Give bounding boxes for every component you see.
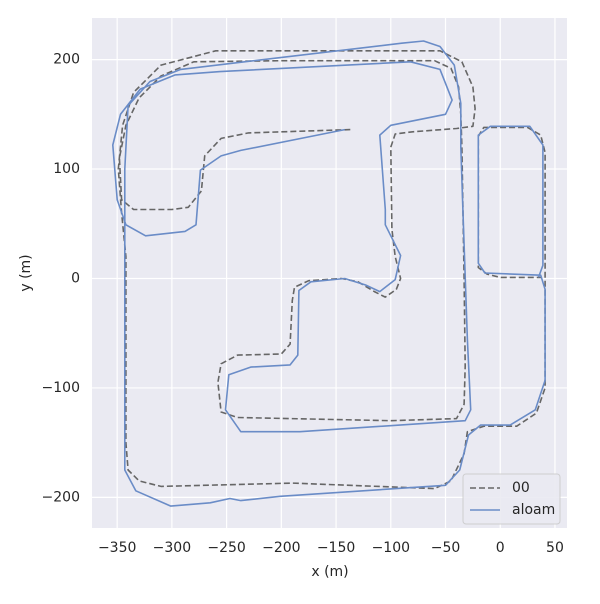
legend-label: 00: [512, 480, 530, 496]
legend: 00 aloam: [462, 473, 561, 525]
trajectory-line: [112, 40, 546, 507]
lines: [112, 40, 546, 507]
y-axis-label: y (m): [18, 254, 34, 291]
x-tick-label: −50: [431, 540, 461, 556]
x-tick-label: −350: [98, 540, 136, 556]
y-tick-label: 100: [53, 161, 80, 177]
x-tick-label: 50: [546, 540, 564, 556]
legend-label: aloam: [512, 502, 555, 518]
x-tick-label: 0: [496, 540, 505, 556]
legend-box: [462, 473, 561, 525]
x-tick-label: −100: [372, 540, 410, 556]
x-tick-label: −250: [207, 540, 245, 556]
x-axis-label: x (m): [311, 564, 348, 580]
y-tick-label: 200: [53, 52, 80, 68]
x-tick-label: −150: [317, 540, 355, 556]
x-tick-label: −300: [153, 540, 191, 556]
y-tick-label: −100: [42, 380, 80, 396]
y-tick-label: 0: [71, 270, 80, 286]
y-tick-label: −200: [42, 489, 80, 505]
x-tick-label: −200: [262, 540, 300, 556]
